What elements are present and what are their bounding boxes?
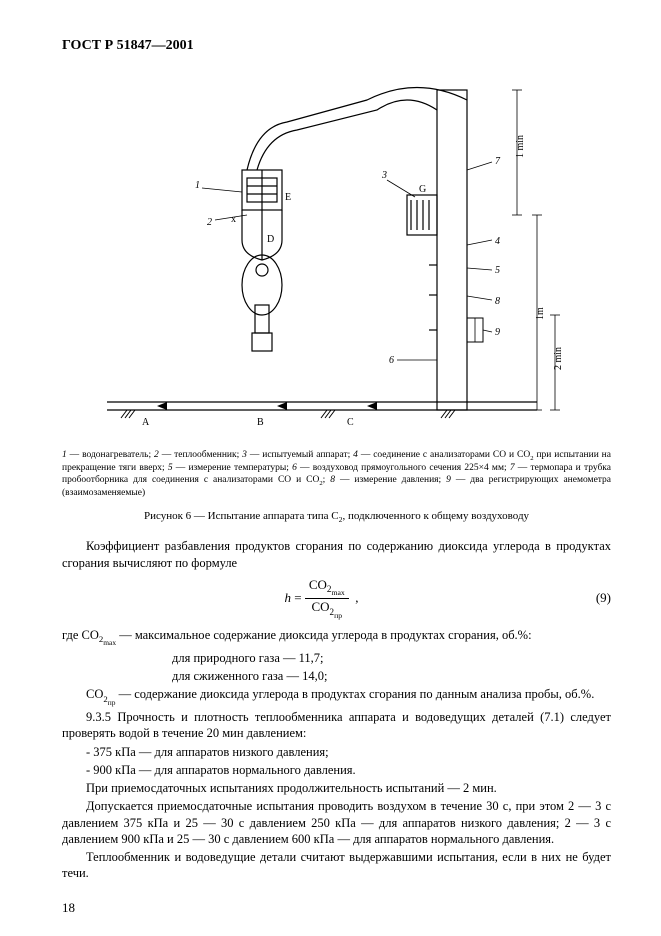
figure-legend: 1 — водонагреватель; 2 — теплообменник; … bbox=[62, 450, 611, 500]
svg-text:6: 6 bbox=[389, 355, 394, 366]
svg-text:2: 2 bbox=[207, 217, 212, 228]
svg-text:9: 9 bbox=[495, 327, 500, 338]
para-final: Теплообменник и водоведущие детали счита… bbox=[62, 849, 611, 882]
para-acceptance: При приемосдаточных испытаниях продолжит… bbox=[62, 780, 611, 796]
para-allowed: Допускается приемосдаточные испытания пр… bbox=[62, 798, 611, 847]
svg-text:3: 3 bbox=[381, 170, 387, 181]
svg-text:5: 5 bbox=[495, 265, 500, 276]
figure-caption: Рисунок 6 — Испытание аппарата типа C2, … bbox=[62, 510, 611, 524]
where-co2pr: CO2пр — содержание диоксида углерода в п… bbox=[62, 686, 611, 707]
document-header: ГОСТ Р 51847—2001 bbox=[62, 38, 611, 54]
svg-text:2 min: 2 min bbox=[553, 347, 564, 370]
svg-text:G: G bbox=[419, 184, 426, 195]
where-line: где CO2max — максимальное содержание дио… bbox=[62, 627, 611, 648]
svg-text:B: B bbox=[257, 417, 264, 428]
para-intro: Коэффициент разбавления продуктов сгоран… bbox=[62, 538, 611, 571]
svg-text:D: D bbox=[267, 234, 274, 245]
page-number: 18 bbox=[62, 900, 75, 916]
where-gas-natural: для природного газа — 11,7; bbox=[62, 650, 611, 666]
formula-9: h = CO2max CO2пр , (9) bbox=[62, 577, 611, 621]
svg-text:1m: 1m bbox=[535, 307, 546, 320]
page: ГОСТ Р 51847—2001 bbox=[0, 0, 661, 936]
svg-text:1 min: 1 min bbox=[515, 135, 526, 158]
bullet-375: - 375 кПа — для аппаратов низкого давлен… bbox=[62, 744, 611, 760]
body-text: Коэффициент разбавления продуктов сгоран… bbox=[62, 538, 611, 881]
bullet-900: - 900 кПа — для аппаратов нормального да… bbox=[62, 762, 611, 778]
formula-number: (9) bbox=[581, 590, 611, 607]
svg-text:A: A bbox=[142, 417, 150, 428]
svg-text:8: 8 bbox=[495, 296, 500, 307]
para-935: 9.3.5 Прочность и плотность теплообменни… bbox=[62, 709, 611, 742]
svg-text:C: C bbox=[347, 417, 354, 428]
where-gas-lpg: для сжиженного газа — 14,0; bbox=[62, 668, 611, 684]
svg-text:E: E bbox=[285, 192, 291, 203]
svg-text:1: 1 bbox=[195, 180, 200, 191]
svg-text:x: x bbox=[231, 214, 236, 225]
figure-6: 1 2 3 4 5 8 7 9 6 A B C D E G x bbox=[97, 70, 577, 440]
svg-text:7: 7 bbox=[495, 156, 501, 167]
svg-text:4: 4 bbox=[495, 236, 500, 247]
